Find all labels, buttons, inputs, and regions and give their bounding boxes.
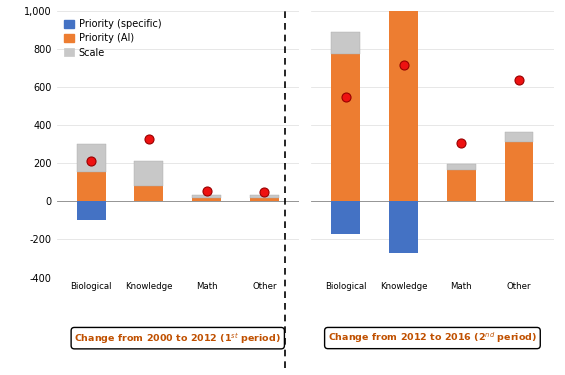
Bar: [250, 195, 279, 198]
Bar: [192, 199, 221, 201]
Bar: [505, 142, 533, 201]
Bar: [505, 132, 533, 142]
Bar: [134, 162, 163, 186]
Bar: [389, 2, 418, 201]
Bar: [77, 172, 106, 201]
Bar: [332, 32, 360, 54]
Bar: [447, 180, 476, 201]
Bar: [77, 144, 106, 172]
Bar: [505, 149, 533, 201]
Bar: [389, 0, 418, 2]
Bar: [77, 201, 106, 220]
Bar: [250, 199, 279, 201]
Bar: [332, 201, 360, 234]
Bar: [192, 195, 221, 198]
Bar: [134, 178, 163, 201]
Text: Change from 2000 to 2012 (1$^{st}$ period): Change from 2000 to 2012 (1$^{st}$ perio…: [75, 331, 281, 346]
Bar: [389, 201, 418, 253]
Bar: [332, 54, 360, 201]
Bar: [447, 170, 476, 201]
Bar: [192, 198, 221, 201]
Bar: [447, 164, 476, 170]
Bar: [250, 198, 279, 201]
Legend: Priority (specific), Priority (AI), Scale: Priority (specific), Priority (AI), Scal…: [62, 16, 164, 61]
Text: Change from 2012 to 2016 (2$^{nd}$ period): Change from 2012 to 2016 (2$^{nd}$ perio…: [328, 331, 537, 345]
Bar: [134, 186, 163, 201]
